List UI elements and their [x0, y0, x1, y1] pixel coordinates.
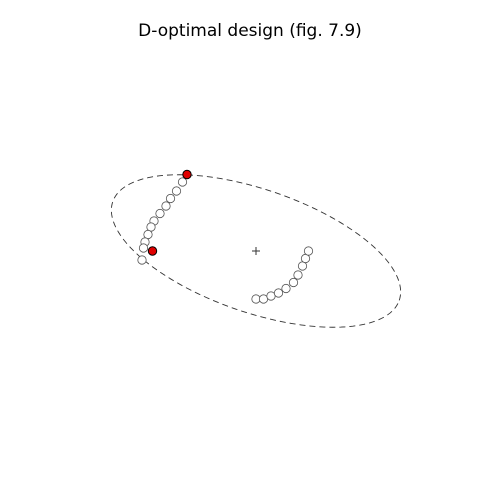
- candidate-point-21: [303, 246, 314, 256]
- candidate-point-18: [293, 270, 303, 280]
- candidate-point-3: [165, 193, 176, 204]
- candidate-point-15: [273, 288, 284, 298]
- chart-title: D-optimal design (fig. 7.9): [138, 21, 362, 41]
- candidate-point-4: [161, 201, 171, 211]
- candidate-point-11: [137, 255, 147, 265]
- candidate-point-1: [177, 177, 188, 187]
- candidate-point-16: [281, 283, 291, 294]
- candidate-point-5: [155, 208, 165, 219]
- candidate-point-10: [138, 243, 149, 253]
- design-point-2: [147, 246, 158, 256]
- design-point-1: [182, 169, 192, 180]
- candidate-point-2: [171, 186, 182, 196]
- confidence-ellipse: [110, 174, 402, 328]
- candidate-point-17: [288, 277, 299, 288]
